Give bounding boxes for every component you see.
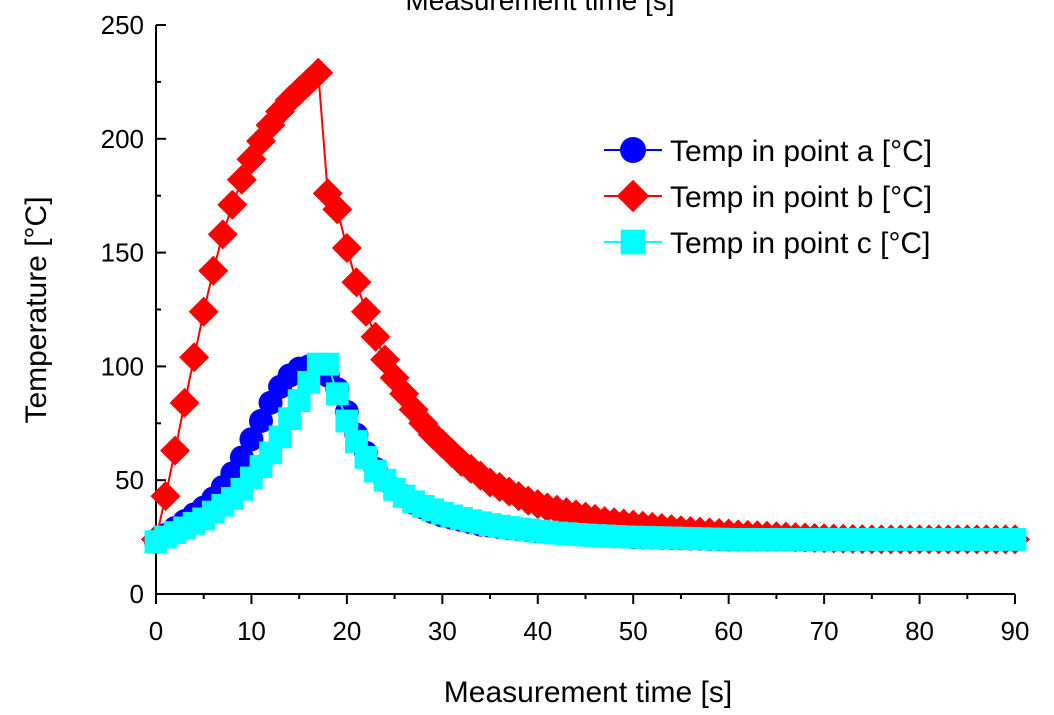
data-point bbox=[341, 267, 372, 298]
data-point bbox=[325, 382, 349, 406]
data-point bbox=[198, 255, 229, 286]
x-tick-label: 60 bbox=[714, 616, 743, 646]
x-tick-label: 70 bbox=[810, 616, 839, 646]
x-tick-label: 50 bbox=[619, 616, 648, 646]
series-3 bbox=[144, 352, 1027, 554]
data-point bbox=[248, 409, 273, 434]
x-tick-label: 30 bbox=[428, 616, 457, 646]
y-tick-label: 0 bbox=[130, 579, 144, 609]
legend-entry: Temp in point b [°C] bbox=[604, 179, 932, 214]
legend-entry: Temp in point c [°C] bbox=[604, 227, 930, 260]
chart-top-title: Measurement time [s] bbox=[405, 0, 674, 16]
legend-marker bbox=[620, 229, 646, 255]
data-point bbox=[1003, 527, 1027, 551]
data-point bbox=[268, 425, 292, 449]
x-tick-label: 0 bbox=[149, 616, 163, 646]
legend-marker bbox=[620, 137, 646, 163]
legend-entry: Temp in point a [°C] bbox=[604, 135, 932, 168]
x-tick-label: 40 bbox=[523, 616, 552, 646]
legend-label: Temp in point b [°C] bbox=[670, 181, 932, 214]
data-point bbox=[217, 189, 248, 220]
y-tick-label: 150 bbox=[101, 238, 144, 268]
data-point bbox=[169, 387, 200, 418]
y-tick-label: 200 bbox=[101, 124, 144, 154]
data-point bbox=[360, 321, 391, 352]
axes: 0 10 20 30 40 50 60 70 80 90 0 50 100 150 200 250 bbox=[101, 10, 1030, 646]
data-point bbox=[322, 194, 353, 225]
legend-label: Temp in point a [°C] bbox=[670, 135, 932, 168]
data-point bbox=[188, 296, 219, 327]
x-tick-label: 20 bbox=[332, 616, 361, 646]
data-point bbox=[179, 342, 210, 373]
legend: Temp in point a [°C] Temp in point b [°C]… bbox=[604, 135, 932, 260]
data-point bbox=[316, 352, 340, 376]
data-point bbox=[236, 144, 267, 175]
data-point bbox=[160, 435, 191, 466]
x-axis-title: Measurement time [s] bbox=[444, 676, 732, 709]
data-point bbox=[226, 164, 257, 195]
legend-label: Temp in point c [°C] bbox=[670, 227, 930, 260]
y-axis-title: Temperature [°C] bbox=[20, 196, 53, 423]
series-2 bbox=[141, 57, 1030, 555]
data-point bbox=[303, 57, 334, 88]
y-tick-label: 50 bbox=[115, 465, 144, 495]
x-tick-label: 80 bbox=[905, 616, 934, 646]
legend-marker bbox=[616, 179, 650, 213]
data-point bbox=[207, 219, 238, 250]
data-point bbox=[287, 389, 311, 412]
data-point bbox=[150, 481, 181, 512]
y-tick-label: 250 bbox=[101, 10, 144, 40]
series-layer bbox=[141, 57, 1030, 555]
data-point bbox=[278, 407, 302, 431]
data-point bbox=[229, 445, 254, 470]
x-tick-label: 90 bbox=[1001, 616, 1030, 646]
y-tick-label: 100 bbox=[101, 351, 144, 381]
data-point bbox=[297, 370, 321, 394]
x-tick-label: 10 bbox=[237, 616, 266, 646]
data-point bbox=[350, 296, 381, 327]
data-point bbox=[335, 409, 359, 433]
data-point bbox=[331, 233, 362, 264]
data-point bbox=[239, 427, 264, 452]
